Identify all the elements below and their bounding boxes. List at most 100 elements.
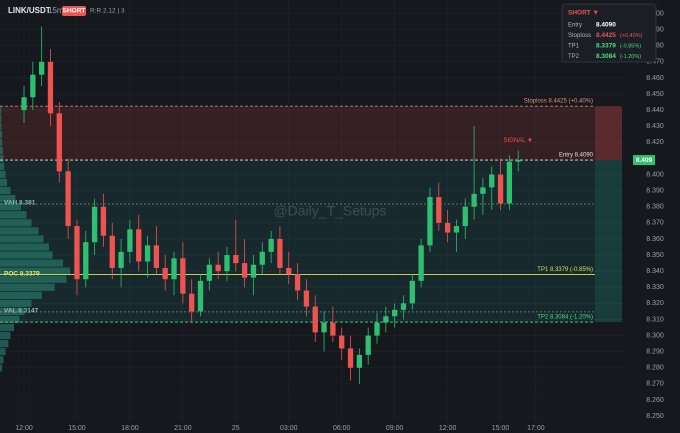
info-box: SHORT ▼ Entry 8.4090 Stoploss 8.4425 (+0.40%… (561, 3, 657, 63)
info-change: (+0.40%) (620, 33, 643, 39)
candle-body (259, 251, 265, 265)
x-tick-label: 18:00 (121, 425, 139, 432)
profile-bar (0, 114, 2, 122)
badge: SHORT (63, 8, 86, 15)
x-tick-label: 15:00 (492, 425, 510, 432)
profile-bar (0, 178, 7, 187)
candle-body (109, 235, 115, 268)
candle-body (250, 264, 257, 278)
grid (0, 0, 625, 423)
profile-level-label: POC 8.3379 (4, 270, 40, 277)
symbol: LINK/USDT (8, 6, 51, 15)
profile-bar (0, 187, 11, 195)
candle-body (144, 245, 151, 262)
candle-body (65, 171, 71, 227)
profile-bar (0, 227, 39, 235)
level-label: TP1 8.3379 (-0.85%) (537, 267, 593, 273)
candle-body (224, 255, 230, 272)
info-label: Stoploss (568, 33, 591, 39)
candle-body (180, 258, 186, 294)
candle-body (127, 229, 133, 252)
profile-bar (0, 154, 4, 163)
y-tick-label: 8.380 (646, 204, 664, 211)
candle-body (515, 160, 521, 162)
info-label: TP2 (568, 54, 580, 60)
y-tick-label: 8.400 (646, 171, 664, 178)
candle-body (294, 274, 301, 291)
candle-body (30, 74, 36, 98)
profile-bar (0, 203, 21, 211)
last-price-label: 8.409 (636, 157, 653, 164)
candle-body (480, 187, 486, 194)
candle-body (365, 335, 371, 355)
info-value: 8.4425 (596, 32, 616, 39)
candles: SIGNAL ▼ (21, 26, 533, 384)
x-tick-label: 12:00 (15, 425, 33, 432)
profile-bar (0, 356, 4, 364)
candle-body (74, 226, 80, 280)
candle-body (418, 245, 424, 281)
badge-bg (62, 6, 86, 16)
y-tick-label: 8.370 (646, 220, 664, 227)
candle-body (339, 335, 345, 349)
candle-body (56, 113, 62, 172)
x-tick-label: 17:00 (527, 425, 545, 432)
candle-body (356, 354, 363, 368)
candle-body (83, 242, 89, 280)
subtitle: R:R 2.12 | 3 (90, 8, 125, 15)
watermark: @Daily_T_Setups (273, 203, 386, 219)
info-title: SHORT ▼ (568, 10, 599, 17)
candle-body (136, 229, 142, 262)
profile-bar (0, 348, 6, 356)
profile-bar (0, 307, 25, 316)
candle-body (286, 267, 292, 275)
candle-body (206, 264, 212, 281)
profile-bar (0, 331, 11, 340)
profile-bar (0, 283, 55, 291)
candle-body (321, 322, 327, 333)
candle-body (91, 206, 98, 243)
y-tick-label: 8.260 (646, 397, 664, 404)
candle-body (330, 322, 336, 336)
candle-body (427, 197, 433, 246)
profile-bar (0, 146, 3, 155)
y-tick-label: 8.290 (646, 349, 664, 356)
info-value: 8.3084 (596, 53, 616, 60)
candle-body (383, 316, 389, 323)
signal-label: SIGNAL ▼ (504, 138, 533, 144)
profile-bar (0, 243, 49, 251)
candle-body (453, 226, 460, 233)
profile-bar (0, 195, 16, 203)
interval: 15m (48, 6, 64, 15)
info-label: TP1 (568, 44, 580, 50)
x-tick-label: 21:00 (174, 425, 192, 432)
profile-bar (0, 259, 63, 267)
profile-bar (0, 299, 32, 307)
candle-body (471, 193, 477, 207)
x-tick-label: 06:00 (333, 425, 351, 432)
info-box-bg (561, 3, 657, 63)
y-tick-label: 8.360 (646, 236, 664, 243)
candle-body (489, 174, 495, 188)
candle-body (100, 206, 107, 236)
y-tick-label: 8.440 (646, 107, 664, 114)
candle-body (241, 263, 248, 278)
x-tick-label: 12:00 (439, 425, 457, 432)
profile-bar (0, 130, 3, 138)
info-value: 8.4090 (596, 22, 616, 29)
profile-bar (0, 235, 44, 243)
volume-profile (0, 106, 70, 372)
y-tick-label: 8.300 (646, 332, 664, 339)
profile-bar (0, 275, 67, 283)
candle-body (497, 174, 504, 204)
y-tick-label: 8.250 (646, 413, 664, 420)
candle-body (39, 61, 45, 75)
y-tick-label: 8.460 (646, 75, 664, 82)
candle-body (374, 322, 380, 336)
last-price-tag (633, 155, 655, 166)
info-label: Entry (568, 23, 582, 29)
candle-body (436, 197, 442, 223)
level-label: Stoploss 8.4425 (+0.40%) (524, 99, 593, 105)
